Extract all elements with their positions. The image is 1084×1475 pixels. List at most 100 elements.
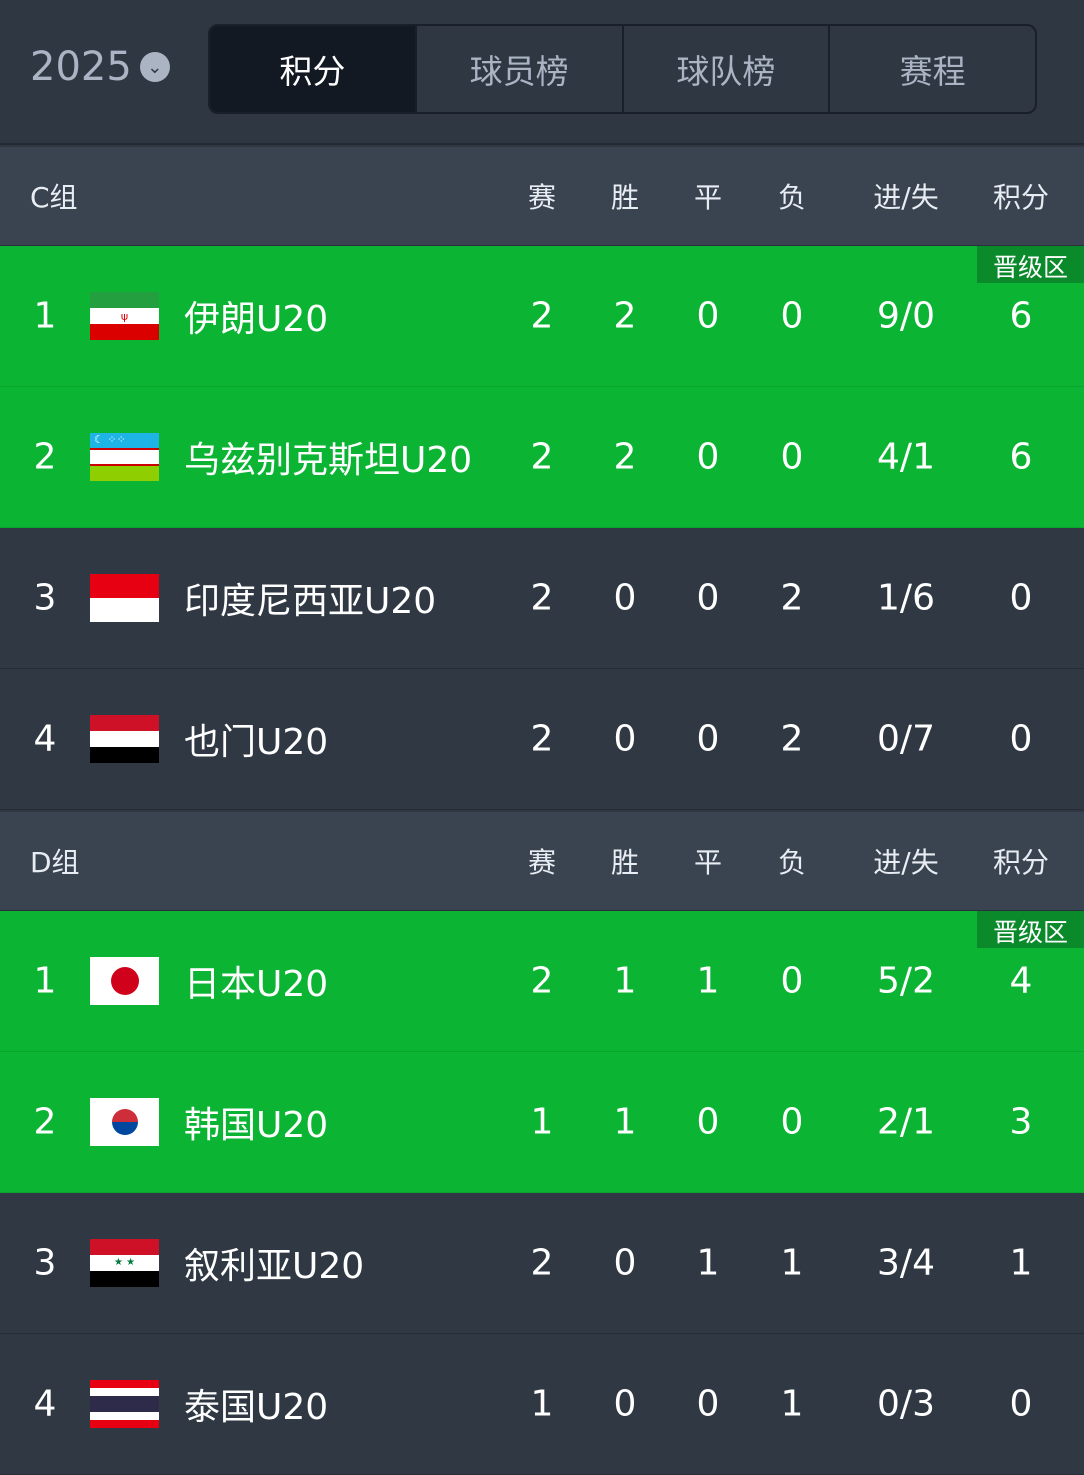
played-value: 2 xyxy=(530,295,554,337)
team-name[interactable]: 印度尼西亚U20 xyxy=(184,581,437,622)
flag-icon-uzbekistan: ☾ ⁘⁘ xyxy=(90,433,159,481)
played-value: 2 xyxy=(530,436,554,478)
rank: 4 xyxy=(33,718,57,760)
goals-value: 3/4 xyxy=(877,1242,935,1284)
team-name[interactable]: 日本U20 xyxy=(184,964,329,1005)
drawn-value: 0 xyxy=(696,436,720,478)
year-selector[interactable]: 2025 ⌄ xyxy=(30,44,170,90)
lost-value: 0 xyxy=(780,960,804,1002)
lost-value: 0 xyxy=(780,295,804,337)
won-value: 1 xyxy=(613,960,637,1002)
points-value: 0 xyxy=(1009,718,1033,760)
flag-icon-thailand xyxy=(90,1380,159,1428)
played-value: 2 xyxy=(530,960,554,1002)
lost-value: 0 xyxy=(780,436,804,478)
flag-icon-korea xyxy=(90,1098,159,1146)
won-value: 2 xyxy=(613,436,637,478)
lost-value: 2 xyxy=(780,718,804,760)
drawn-value: 1 xyxy=(696,1242,720,1284)
won-value: 0 xyxy=(613,718,637,760)
flag-icon-syria: ★ ★ xyxy=(90,1239,159,1287)
rank: 1 xyxy=(33,960,57,1002)
played-value: 1 xyxy=(530,1101,554,1143)
tab-players[interactable]: 球员榜 xyxy=(414,26,622,112)
played-value: 1 xyxy=(530,1383,554,1425)
goals-value: 0/3 xyxy=(877,1383,935,1425)
table-row[interactable]: 2 ☾ ⁘⁘ 乌兹别克斯坦U20 2 2 0 0 4/1 6 xyxy=(0,387,1084,528)
points-value: 6 xyxy=(1009,295,1033,337)
played-value: 2 xyxy=(530,1242,554,1284)
drawn-value: 0 xyxy=(696,718,720,760)
group-name: D组 xyxy=(30,846,80,879)
drawn-value: 0 xyxy=(696,1101,720,1143)
goals-value: 5/2 xyxy=(877,960,935,1002)
tab-schedule[interactable]: 赛程 xyxy=(828,26,1035,112)
team-name[interactable]: 也门U20 xyxy=(184,722,329,763)
points-value: 1 xyxy=(1009,1242,1033,1284)
flag-icon-iran: ψ xyxy=(90,292,159,340)
column-header-lost: 负 xyxy=(777,846,807,879)
table-row[interactable]: 4 泰国U20 1 0 0 1 0/3 0 xyxy=(0,1334,1084,1475)
team-name[interactable]: 伊朗U20 xyxy=(184,299,329,340)
table-row[interactable]: 3 印度尼西亚U20 2 0 0 2 1/6 0 xyxy=(0,528,1084,669)
group-section: C组 赛 胜 平 负 进/失 积分 晋级区 1 ψ 伊朗U20 2 2 0 0 9/0 6 2 ☾ ⁘⁘ 乌兹别克斯坦… xyxy=(0,147,1084,810)
goals-value: 1/6 xyxy=(877,577,935,619)
lost-value: 2 xyxy=(780,577,804,619)
lost-value: 0 xyxy=(780,1101,804,1143)
column-header-won: 胜 xyxy=(610,181,640,214)
points-value: 0 xyxy=(1009,577,1033,619)
group-header: C组 赛 胜 平 负 进/失 积分 xyxy=(0,147,1084,246)
rank: 2 xyxy=(33,1101,57,1143)
played-value: 2 xyxy=(530,718,554,760)
flag-icon-indonesia xyxy=(90,574,159,622)
won-value: 0 xyxy=(613,1242,637,1284)
rank: 3 xyxy=(33,577,57,619)
table-row[interactable]: 晋级区 1 ψ 伊朗U20 2 2 0 0 9/0 6 xyxy=(0,246,1084,387)
tab-bar: 积分 球员榜 球队榜 赛程 xyxy=(208,24,1037,114)
rank: 1 xyxy=(33,295,57,337)
table-row[interactable]: 3 ★ ★ 叙利亚U20 2 0 1 1 3/4 1 xyxy=(0,1193,1084,1334)
points-value: 4 xyxy=(1009,960,1033,1002)
goals-value: 0/7 xyxy=(877,718,935,760)
played-value: 2 xyxy=(530,577,554,619)
lost-value: 1 xyxy=(780,1242,804,1284)
points-value: 0 xyxy=(1009,1383,1033,1425)
team-name[interactable]: 乌兹别克斯坦U20 xyxy=(184,440,473,481)
column-header-points: 积分 xyxy=(992,181,1050,214)
goals-value: 9/0 xyxy=(877,295,935,337)
flag-icon-japan xyxy=(90,957,159,1005)
qualify-badge: 晋级区 xyxy=(976,246,1084,283)
won-value: 0 xyxy=(613,577,637,619)
rank: 3 xyxy=(33,1242,57,1284)
rank: 4 xyxy=(33,1383,57,1425)
column-header-lost: 负 xyxy=(777,181,807,214)
team-name[interactable]: 泰国U20 xyxy=(184,1387,329,1428)
lost-value: 1 xyxy=(780,1383,804,1425)
column-header-played: 赛 xyxy=(527,181,557,214)
chevron-down-icon: ⌄ xyxy=(139,52,170,82)
points-value: 3 xyxy=(1009,1101,1033,1143)
qualify-badge: 晋级区 xyxy=(976,911,1084,948)
group-section: D组 赛 胜 平 负 进/失 积分 晋级区 1 日本U20 2 1 1 0 5/2 4 2 韩国U20 1 1 0 0 2/… xyxy=(0,812,1084,1475)
team-name[interactable]: 韩国U20 xyxy=(184,1105,329,1146)
table-row[interactable]: 晋级区 1 日本U20 2 1 1 0 5/2 4 xyxy=(0,911,1084,1052)
drawn-value: 0 xyxy=(696,577,720,619)
team-name[interactable]: 叙利亚U20 xyxy=(184,1246,365,1287)
table-row[interactable]: 4 也门U20 2 0 0 2 0/7 0 xyxy=(0,669,1084,810)
drawn-value: 0 xyxy=(696,295,720,337)
won-value: 1 xyxy=(613,1101,637,1143)
rank: 2 xyxy=(33,436,57,478)
tab-teams[interactable]: 球队榜 xyxy=(621,26,829,112)
column-header-goals: 进/失 xyxy=(873,846,939,879)
table-row[interactable]: 2 韩国U20 1 1 0 0 2/1 3 xyxy=(0,1052,1084,1193)
column-header-played: 赛 xyxy=(527,846,557,879)
drawn-value: 1 xyxy=(696,960,720,1002)
column-header-won: 胜 xyxy=(610,846,640,879)
won-value: 0 xyxy=(613,1383,637,1425)
goals-value: 2/1 xyxy=(877,1101,935,1143)
group-name: C组 xyxy=(30,181,78,214)
tab-standings[interactable]: 积分 xyxy=(210,26,415,112)
year-label: 2025 xyxy=(30,44,132,90)
won-value: 2 xyxy=(613,295,637,337)
points-value: 6 xyxy=(1009,436,1033,478)
